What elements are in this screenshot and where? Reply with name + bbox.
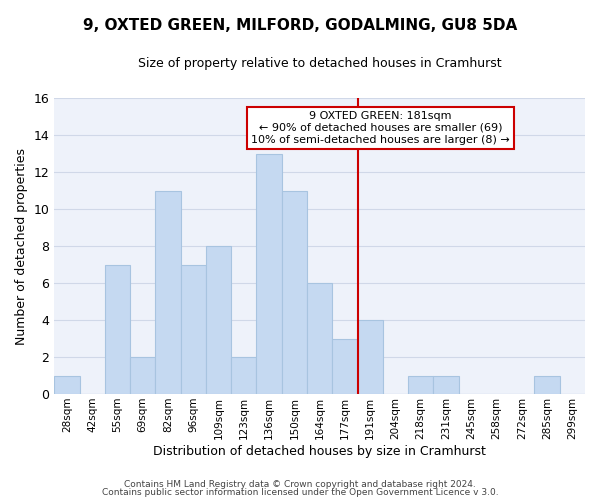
Bar: [105, 264, 130, 394]
Bar: [155, 190, 181, 394]
Bar: [282, 190, 307, 394]
Bar: [307, 283, 332, 394]
Bar: [206, 246, 231, 394]
Bar: [332, 338, 358, 394]
Bar: [433, 376, 458, 394]
Bar: [130, 357, 155, 394]
Bar: [408, 376, 433, 394]
Bar: [231, 357, 256, 394]
Bar: [181, 264, 206, 394]
Bar: [535, 376, 560, 394]
Text: Contains HM Land Registry data © Crown copyright and database right 2024.: Contains HM Land Registry data © Crown c…: [124, 480, 476, 489]
Bar: [358, 320, 383, 394]
Y-axis label: Number of detached properties: Number of detached properties: [15, 148, 28, 344]
Title: Size of property relative to detached houses in Cramhurst: Size of property relative to detached ho…: [138, 58, 502, 70]
Bar: [54, 376, 80, 394]
Text: Contains public sector information licensed under the Open Government Licence v : Contains public sector information licen…: [101, 488, 499, 497]
Bar: [256, 154, 282, 394]
X-axis label: Distribution of detached houses by size in Cramhurst: Distribution of detached houses by size …: [153, 444, 486, 458]
Text: 9 OXTED GREEN: 181sqm
← 90% of detached houses are smaller (69)
10% of semi-deta: 9 OXTED GREEN: 181sqm ← 90% of detached …: [251, 112, 510, 144]
Text: 9, OXTED GREEN, MILFORD, GODALMING, GU8 5DA: 9, OXTED GREEN, MILFORD, GODALMING, GU8 …: [83, 18, 517, 32]
